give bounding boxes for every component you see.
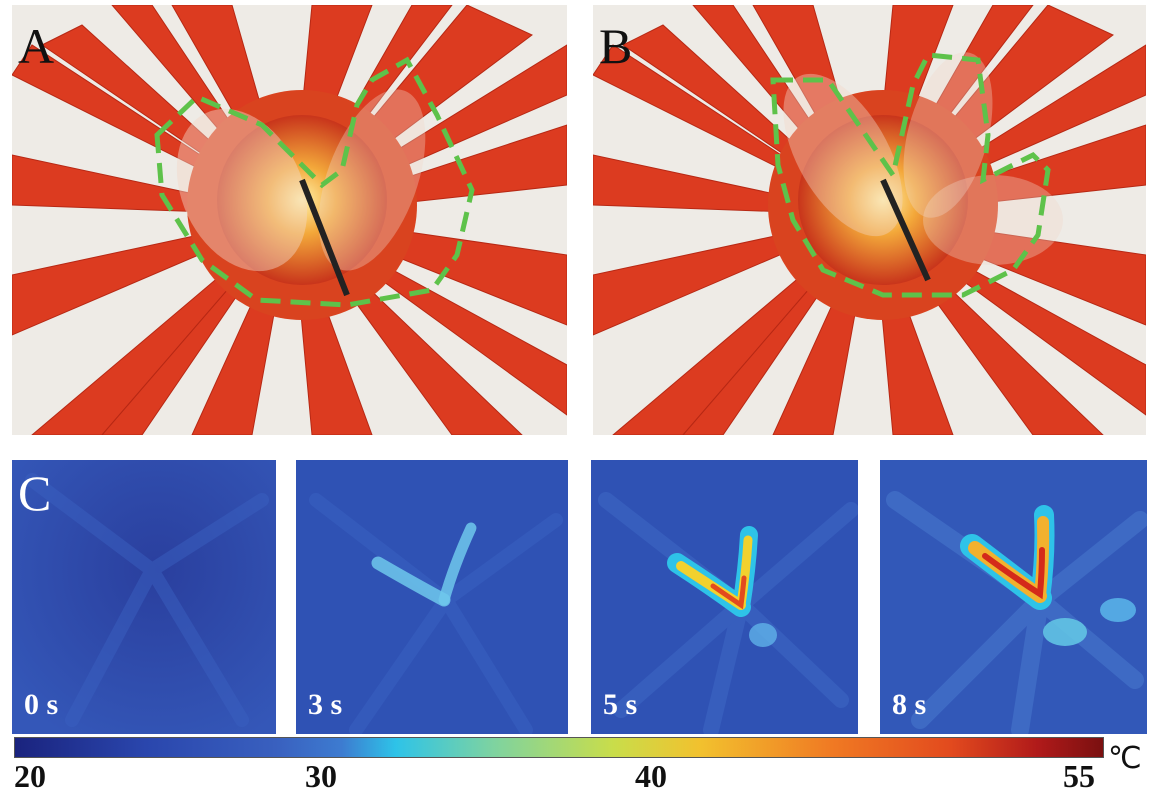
- colorbar-tick: 30: [305, 758, 337, 794]
- thermal-image-8s: [880, 460, 1147, 734]
- thermal-image-5s: [591, 460, 858, 734]
- thermal-image-3s: [296, 460, 568, 734]
- thermal-frame-8s: 8 s: [880, 460, 1147, 734]
- colorbar-tick: 55: [1063, 758, 1095, 794]
- photo-panel-b: B: [593, 5, 1146, 435]
- time-label: 0 s: [24, 688, 59, 721]
- colorbar-unit: ℃: [1108, 742, 1142, 775]
- thermal-frame-0s: C 0 s: [12, 460, 276, 734]
- thermal-frame-5s: 5 s: [591, 460, 858, 734]
- panel-label-b: B: [599, 18, 633, 74]
- flower-photo-a: [12, 5, 567, 435]
- colorbar-tick: 40: [635, 758, 667, 794]
- panel-label-a: A: [18, 18, 55, 74]
- time-label: 3 s: [308, 688, 343, 721]
- thermal-image-0s: [12, 460, 276, 734]
- flower-photo-b: [593, 5, 1146, 435]
- colorbar-tick: 20: [14, 758, 46, 794]
- time-label: 5 s: [603, 688, 638, 721]
- thermal-frame-3s: 3 s: [296, 460, 568, 734]
- temperature-colorbar: [14, 737, 1104, 758]
- panel-label-c: C: [18, 465, 52, 521]
- photo-panel-a: A: [12, 5, 567, 435]
- time-label: 8 s: [892, 688, 927, 721]
